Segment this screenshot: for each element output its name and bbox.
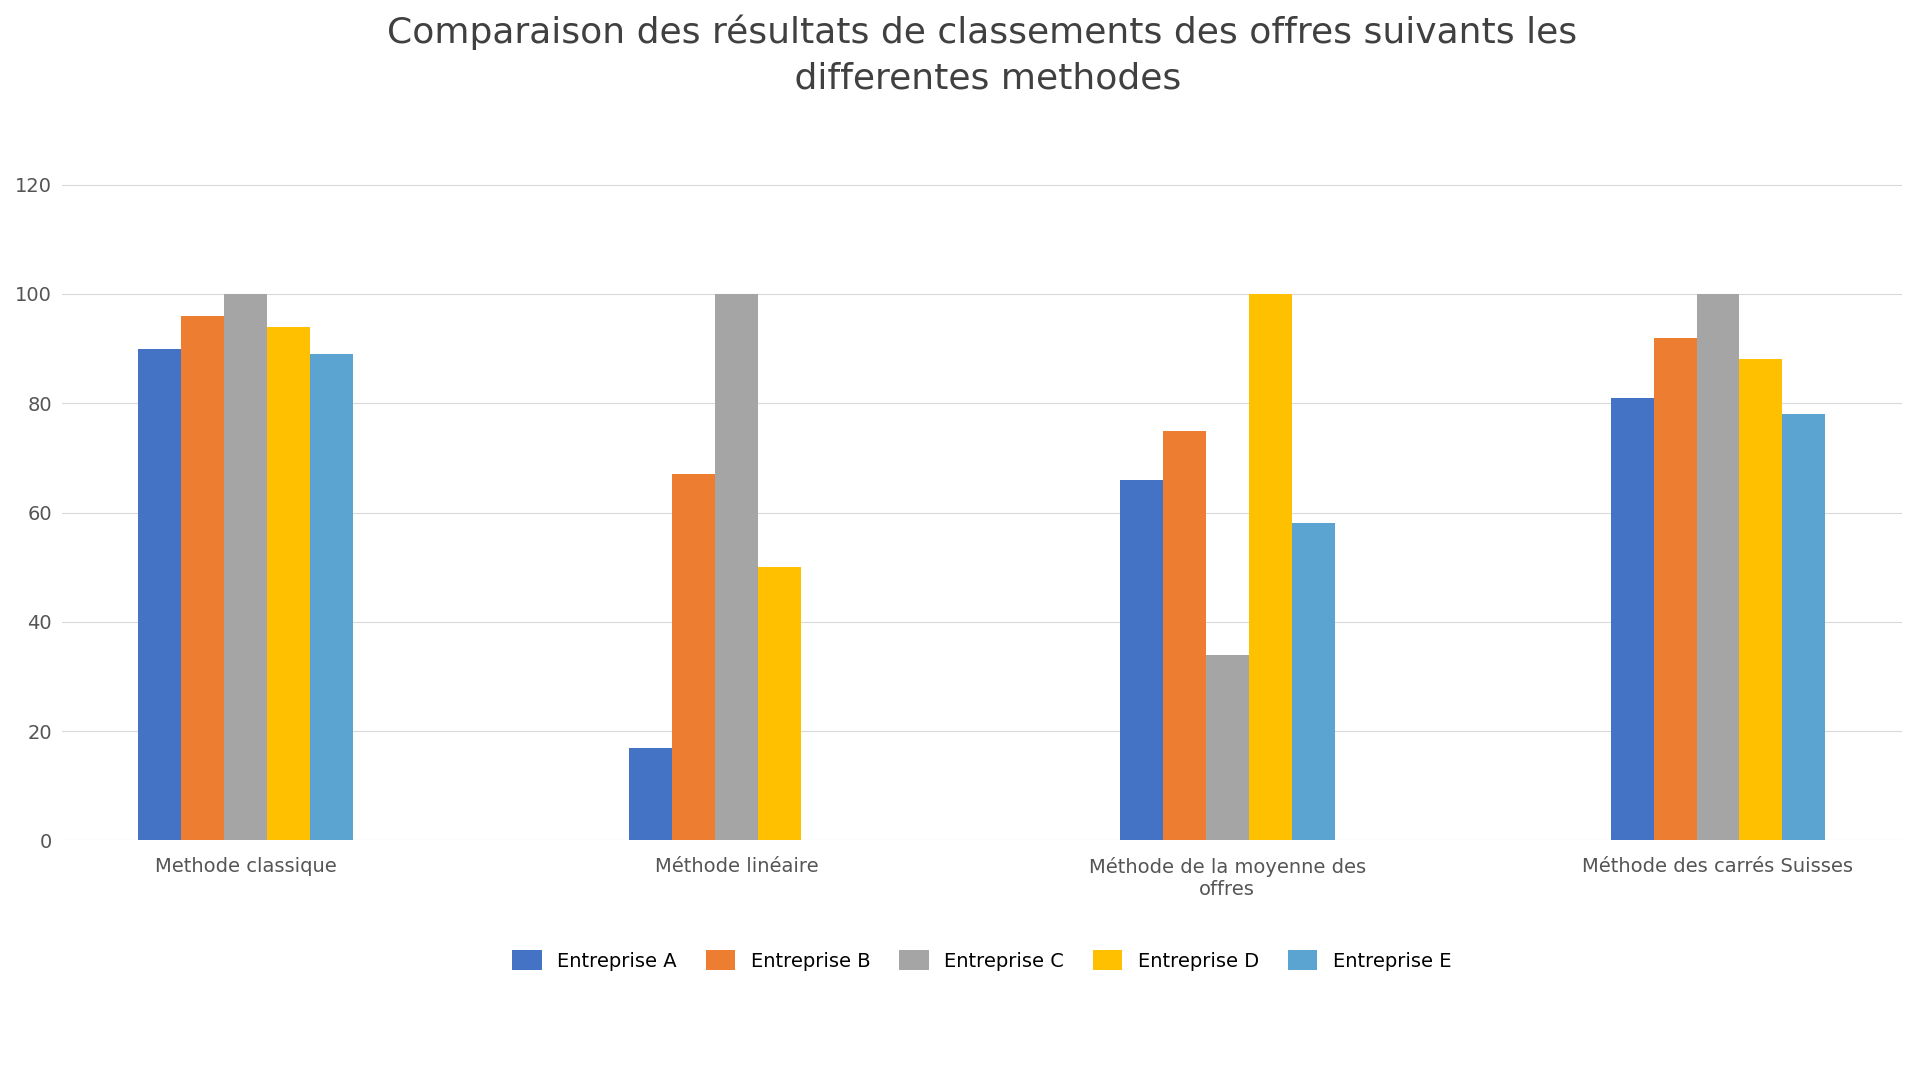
- Bar: [224, 294, 266, 840]
- Legend: Entreprise A, Entreprise B, Entreprise C, Entreprise D, Entreprise E: Entreprise A, Entreprise B, Entreprise C…: [504, 942, 1459, 979]
- Bar: [182, 315, 224, 840]
- Bar: [715, 294, 757, 840]
- Bar: [1610, 398, 1654, 840]
- Bar: [673, 474, 715, 840]
- Bar: [1120, 480, 1164, 840]
- Bar: [1739, 359, 1783, 840]
- Bar: [1292, 524, 1334, 840]
- Bar: [757, 568, 801, 840]
- Bar: [1248, 294, 1292, 840]
- Bar: [629, 748, 673, 840]
- Bar: [311, 354, 353, 840]
- Bar: [138, 349, 182, 840]
- Bar: [1654, 338, 1697, 840]
- Bar: [1697, 294, 1739, 840]
- Bar: [1164, 430, 1206, 840]
- Bar: [1206, 655, 1248, 840]
- Title: Comparaison des résultats de classements des offres suivants les
 differentes me: Comparaison des résultats de classements…: [387, 15, 1578, 95]
- Bar: [266, 326, 311, 840]
- Bar: [1783, 414, 1825, 840]
